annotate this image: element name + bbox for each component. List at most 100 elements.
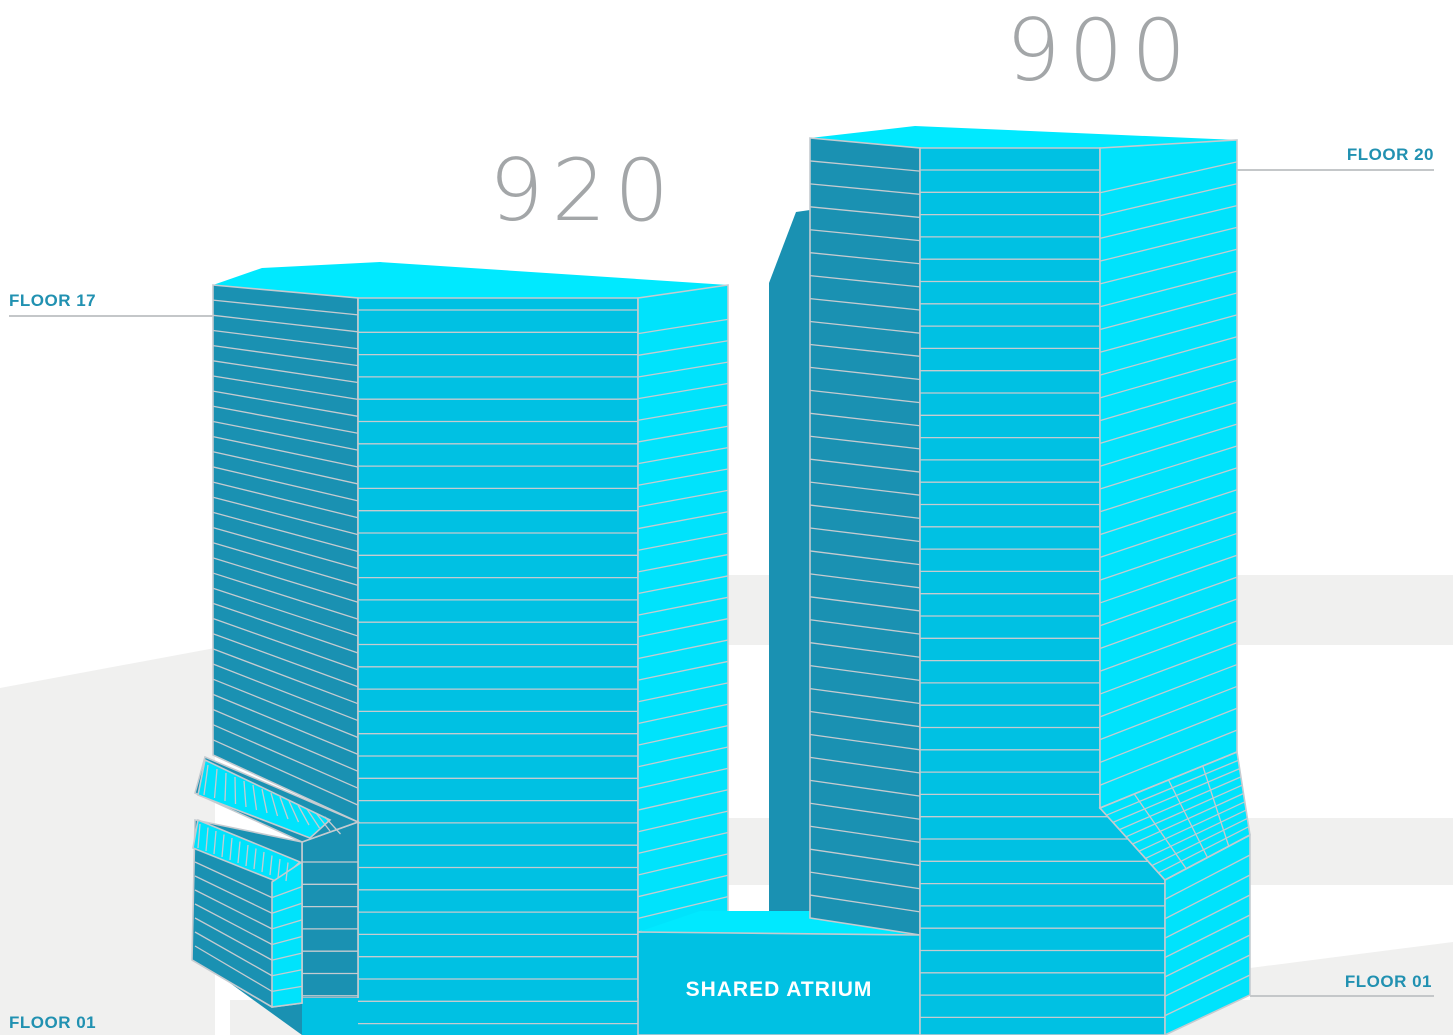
fan-line	[279, 796, 289, 820]
fan-line	[277, 858, 281, 879]
floor-line	[1099, 204, 1238, 239]
floor-line	[212, 617, 359, 671]
fan-line	[324, 816, 341, 835]
fan-line	[221, 834, 225, 858]
tower-920-floor-bottom-label: FLOOR 01	[9, 1013, 96, 1032]
tower-920-roof	[213, 262, 728, 298]
floor-line	[194, 889, 273, 930]
floor-line	[1099, 707, 1238, 764]
floor-line	[271, 935, 303, 946]
floor-line	[809, 733, 921, 751]
floor-line	[212, 390, 359, 417]
floor-line	[1099, 336, 1238, 376]
floor-line	[1099, 642, 1238, 695]
fan-line	[234, 776, 237, 805]
fan-line	[243, 780, 247, 808]
floor-line	[637, 618, 729, 638]
floor-line	[637, 831, 729, 855]
floor-line	[809, 412, 921, 427]
floor-line	[271, 902, 303, 914]
fan-line	[1202, 765, 1230, 847]
floor-line	[1164, 854, 1251, 900]
floor-line	[637, 532, 729, 551]
floor-line	[637, 575, 729, 595]
floor-line	[809, 389, 921, 404]
floor-line	[637, 660, 729, 681]
floor-line	[637, 425, 729, 443]
floor-line	[809, 848, 921, 867]
fan-line	[285, 862, 289, 882]
floor-line	[194, 861, 273, 899]
fan-line	[1167, 779, 1209, 858]
floor-line	[809, 458, 921, 473]
floor-line	[637, 340, 729, 356]
fan-line	[205, 827, 209, 852]
floor-line	[1099, 401, 1238, 445]
floor-line	[212, 693, 359, 755]
floor-line	[809, 160, 921, 172]
floor-line	[212, 496, 359, 536]
floor-line	[212, 511, 359, 553]
floor-line	[637, 318, 729, 335]
fan-line	[261, 788, 268, 814]
floor-line	[637, 853, 729, 876]
tower-900-floor-bottom-label: FLOOR 01	[1345, 972, 1432, 991]
floor-line	[212, 663, 359, 722]
fan-line	[245, 844, 249, 867]
fan-line	[270, 792, 279, 817]
floor-line	[1099, 467, 1238, 513]
floor-line	[1099, 554, 1238, 604]
fan-line	[315, 812, 331, 832]
tower-900-floor-top-label: FLOOR 20	[1347, 145, 1434, 164]
fan-line	[213, 768, 218, 799]
fan-line	[253, 848, 257, 870]
floor-line	[212, 299, 359, 316]
floor-line	[194, 945, 273, 992]
tower-900	[769, 126, 1251, 1035]
tower-920-number: 920	[489, 141, 677, 241]
floor-line	[1164, 894, 1251, 939]
floor-line	[1164, 874, 1251, 920]
tower-920-floor-lines	[194, 299, 729, 1025]
floor-line	[809, 642, 921, 658]
floor-line	[212, 739, 359, 806]
floor-line	[809, 825, 921, 844]
fan-line	[229, 837, 233, 861]
ground-right	[1250, 942, 1453, 1035]
floor-line	[1099, 598, 1238, 650]
floor-line	[1099, 379, 1238, 422]
floor-line	[809, 779, 921, 797]
floor-line	[212, 587, 359, 637]
floor-line	[809, 894, 921, 913]
fan-line	[203, 764, 209, 796]
floor-line	[1099, 183, 1238, 217]
ground-left	[0, 648, 215, 1035]
floor-line	[809, 756, 921, 774]
atrium-face	[637, 931, 921, 1035]
floor-line	[809, 665, 921, 682]
floor-line	[212, 572, 359, 620]
tower-900-face-dark	[809, 137, 921, 936]
floor-line	[271, 952, 303, 961]
floor-line	[809, 252, 921, 265]
floor-line	[212, 345, 359, 367]
floor-line	[809, 550, 921, 566]
floor-line	[809, 596, 921, 612]
floor-line	[1099, 532, 1238, 581]
floor-line	[637, 596, 729, 616]
floor-line	[809, 297, 921, 311]
floor-line	[809, 275, 921, 288]
floor-line	[1099, 445, 1238, 490]
floor-line	[809, 710, 921, 728]
floor-line	[212, 435, 359, 468]
tower-920-podium-ground-front	[302, 998, 638, 1035]
atrium-roof	[638, 911, 920, 935]
floor-line	[212, 405, 359, 434]
floor-line	[809, 619, 921, 635]
floor-line	[809, 802, 921, 820]
floor-line	[212, 633, 359, 688]
floor-line	[637, 810, 729, 833]
floor-line	[1099, 161, 1238, 194]
fan-line	[297, 804, 310, 826]
